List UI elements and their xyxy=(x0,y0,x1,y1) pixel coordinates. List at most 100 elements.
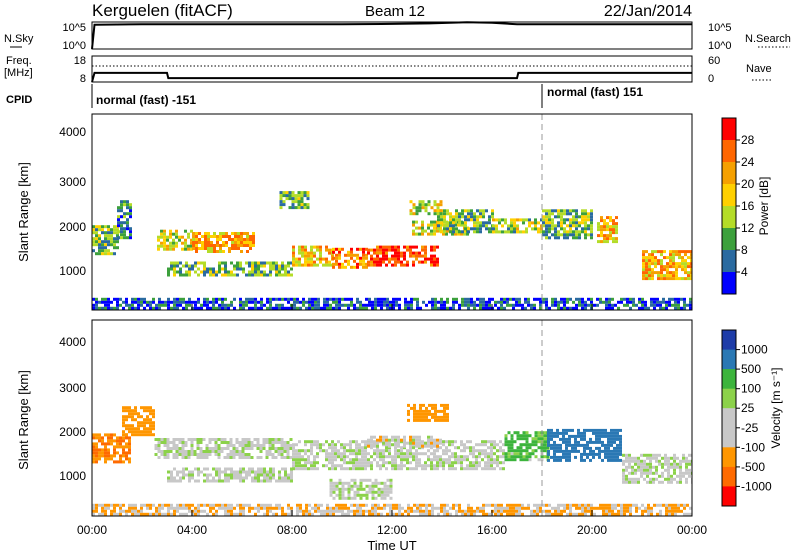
heatmap-cell xyxy=(155,512,158,516)
heatmap-cell xyxy=(446,509,449,513)
heatmap-cell xyxy=(669,259,672,263)
heatmap-cell xyxy=(431,303,434,307)
heatmap-cell xyxy=(235,453,239,456)
heatmap-cell xyxy=(481,440,484,444)
heatmap-cell xyxy=(383,481,387,485)
heatmap-cell xyxy=(454,452,457,456)
heatmap-cell xyxy=(637,459,640,463)
heatmap-cell xyxy=(571,443,574,447)
heatmap-cell xyxy=(184,244,187,248)
heatmap-cell xyxy=(379,464,382,468)
noise-tick-left-top: 10^5 xyxy=(62,22,86,34)
heatmap-cell xyxy=(269,297,272,301)
heatmap-cell xyxy=(430,467,433,471)
heatmap-cell xyxy=(107,252,110,256)
heatmap-cell xyxy=(284,467,287,471)
heatmap-cell xyxy=(603,222,606,226)
heatmap-cell xyxy=(452,303,455,307)
heatmap-cell xyxy=(394,464,397,468)
heatmap-cell xyxy=(500,512,503,516)
heatmap-cell xyxy=(377,487,381,491)
heatmap-cell xyxy=(358,443,361,447)
heatmap-cell xyxy=(666,274,669,278)
heatmap-cell xyxy=(421,206,425,210)
heatmap-cell xyxy=(452,230,455,234)
heatmap-cell xyxy=(449,218,452,222)
heatmap-cell xyxy=(374,506,377,510)
heatmap-cell xyxy=(137,303,140,307)
heatmap-cell xyxy=(470,297,473,301)
heatmap-cell xyxy=(428,503,431,507)
heatmap-cell xyxy=(406,458,409,462)
heatmap-cell xyxy=(356,300,359,304)
heatmap-cell xyxy=(203,267,206,271)
noise-tick-right-bottom: 10^0 xyxy=(708,40,732,52)
heatmap-cell xyxy=(365,484,369,488)
heatmap-cell xyxy=(217,456,221,459)
heatmap-cell xyxy=(500,303,503,307)
heatmap-cell xyxy=(641,306,644,310)
heatmap-cell xyxy=(542,209,545,213)
heatmap-cell xyxy=(277,438,281,441)
heatmap-cell xyxy=(350,503,353,507)
heatmap-cell xyxy=(554,512,557,516)
heatmap-cell xyxy=(269,303,272,307)
heatmap-cell xyxy=(101,249,104,253)
heatmap-cell xyxy=(313,467,316,471)
heatmap-cell xyxy=(346,467,349,471)
heatmap-cell xyxy=(674,512,677,516)
heatmap-cell xyxy=(657,259,660,263)
heatmap-cell xyxy=(626,506,629,510)
heatmap-cell xyxy=(104,297,107,301)
heatmap-cell xyxy=(129,215,132,219)
heatmap-cell xyxy=(295,443,298,447)
heatmap-cell xyxy=(374,496,378,500)
heatmap-cell xyxy=(430,438,433,442)
heatmap-cell xyxy=(554,509,557,513)
heatmap-cell xyxy=(297,206,301,210)
heatmap-cell xyxy=(419,306,422,310)
heatmap-cell xyxy=(122,433,125,437)
heatmap-cell xyxy=(356,262,359,266)
heatmap-cell xyxy=(230,303,233,307)
heatmap-cell xyxy=(365,303,368,307)
heatmap-cell xyxy=(128,409,131,413)
heatmap-cell xyxy=(490,446,493,450)
heatmap-cell xyxy=(629,297,632,301)
heatmap-cell xyxy=(227,473,230,477)
heatmap-cell xyxy=(451,440,454,444)
heatmap-cell xyxy=(331,461,334,465)
heatmap-cell xyxy=(637,456,640,460)
heatmap-cell xyxy=(284,476,287,480)
heatmap-cell xyxy=(600,216,603,220)
heatmap-cell xyxy=(347,250,350,254)
heatmap-cell xyxy=(548,218,551,222)
heatmap-cell xyxy=(382,435,385,439)
heatmap-cell xyxy=(458,303,461,307)
heatmap-cell xyxy=(359,487,363,491)
heatmap-cell xyxy=(110,237,113,241)
heatmap-cell xyxy=(265,456,269,459)
heatmap-cell xyxy=(235,438,239,441)
heatmap-cell xyxy=(248,261,251,265)
heatmap-cell xyxy=(397,449,400,453)
heatmap-cell xyxy=(600,228,603,232)
heatmap-cell xyxy=(229,444,233,447)
heatmap-cell xyxy=(610,437,613,441)
heatmap-cell xyxy=(310,464,313,468)
heatmap-cell xyxy=(340,446,343,450)
heatmap-cell xyxy=(428,403,431,407)
heatmap-cell xyxy=(645,274,648,278)
heatmap-cell xyxy=(415,257,418,261)
heatmap-cell xyxy=(367,444,370,448)
heatmap-cell xyxy=(562,431,565,435)
heatmap-cell xyxy=(335,484,339,488)
heatmap-cell xyxy=(280,447,284,450)
heatmap-cell xyxy=(350,253,353,257)
heatmap-cell xyxy=(436,263,439,267)
heatmap-cell xyxy=(149,430,152,434)
heatmap-cell xyxy=(241,438,245,441)
heatmap-cell xyxy=(271,438,275,441)
heatmap-cell xyxy=(328,461,331,465)
heatmap-cell xyxy=(424,203,428,207)
